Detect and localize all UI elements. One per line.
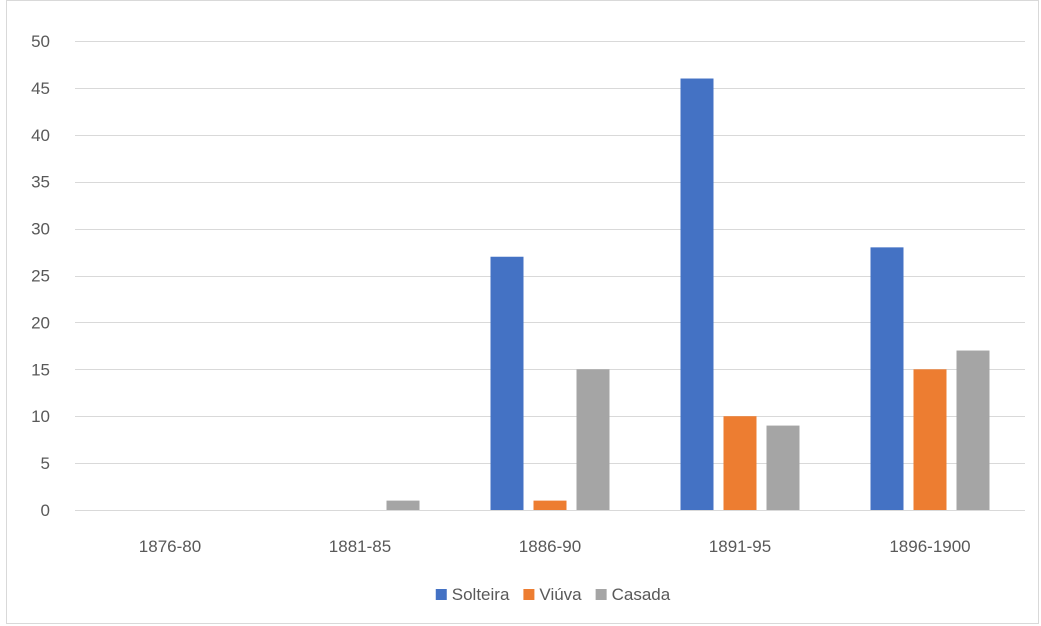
y-tick-label: 15	[31, 360, 50, 379]
legend: Solteira Viúva Casada	[435, 585, 671, 604]
bar-casada-1881-85	[386, 500, 420, 510]
legend-swatch-solteira	[435, 589, 447, 600]
y-tick-label: 20	[31, 313, 50, 332]
y-tick-label: 25	[31, 267, 50, 286]
y-tick-label: 10	[31, 407, 50, 426]
x-axis-tick-labels: 1876-80 1881-85 1886-90 1891-95 1896-1900	[139, 537, 971, 556]
x-tick-label: 1881-85	[329, 537, 391, 556]
legend-swatch-casada	[595, 589, 607, 600]
legend-label-viúva: Viúva	[539, 585, 582, 604]
bar-casada-1886-90	[576, 369, 610, 510]
x-tick-label: 1891-95	[709, 537, 771, 556]
y-tick-label: 40	[31, 126, 50, 145]
y-tick-label: 5	[41, 454, 50, 473]
bar-solteira-1891-95	[680, 78, 714, 511]
bar-casada-1891-95	[766, 425, 800, 510]
bar-viúva-1886-90	[533, 500, 567, 510]
bar-solteira-1896-1900	[870, 247, 904, 511]
bar-solteira-1886-90	[490, 256, 524, 510]
y-tick-label: 50	[31, 32, 50, 51]
bars	[386, 78, 990, 511]
y-axis-tick-labels: 0 5 10 15 20 25 30 35 40 45 50	[31, 32, 50, 520]
legend-swatch-viúva	[523, 589, 535, 600]
x-tick-label: 1876-80	[139, 537, 201, 556]
legend-label-solteira: Solteira	[452, 585, 510, 604]
y-tick-label: 0	[41, 501, 50, 520]
y-tick-label: 45	[31, 79, 50, 98]
bar-viúva-1891-95	[723, 416, 757, 510]
x-tick-label: 1886-90	[519, 537, 581, 556]
bar-viúva-1896-1900	[913, 369, 947, 510]
bar-casada-1896-1900	[956, 350, 990, 510]
gridlines	[75, 41, 1025, 511]
y-tick-label: 35	[31, 173, 50, 192]
legend-label-casada: Casada	[612, 585, 671, 604]
x-tick-label: 1896-1900	[889, 537, 970, 556]
y-tick-label: 30	[31, 220, 50, 239]
